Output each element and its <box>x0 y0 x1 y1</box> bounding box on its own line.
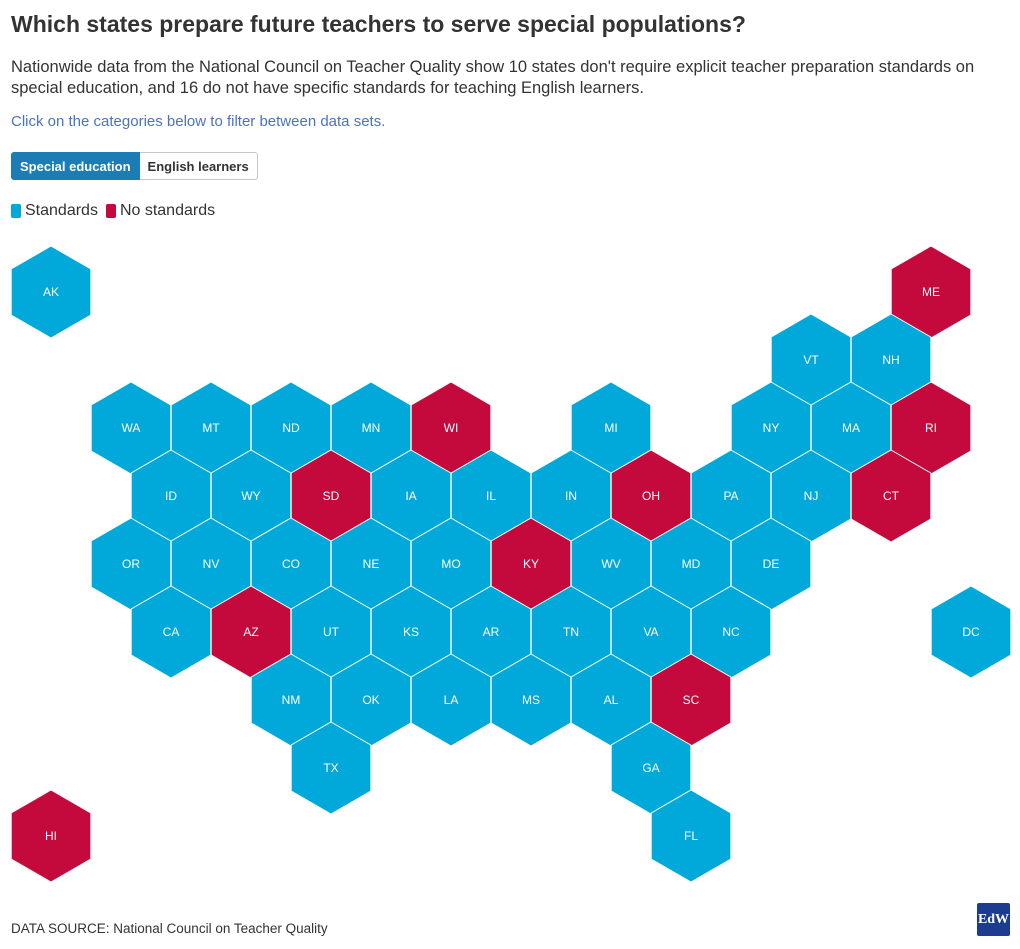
state-hex-shape-ak[interactable] <box>10 245 92 339</box>
subtitle: Nationwide data from the National Counci… <box>11 58 975 97</box>
state-label-nd: ND <box>282 421 300 435</box>
state-label-al: AL <box>604 693 619 707</box>
state-label-dc: DC <box>962 625 980 639</box>
data-source: DATA SOURCE: National Council on Teacher… <box>11 921 328 936</box>
state-label-nh: NH <box>882 353 899 367</box>
state-label-ri: RI <box>925 421 937 435</box>
state-hex-shape-tx[interactable] <box>290 721 372 815</box>
state-label-in: IN <box>565 489 577 503</box>
edweek-logo: EdW <box>977 903 1010 936</box>
state-label-va: VA <box>643 625 658 639</box>
state-label-ky: KY <box>523 557 539 571</box>
state-label-co: CO <box>282 557 300 571</box>
state-label-id: ID <box>165 489 177 503</box>
legend-swatch-no-standards <box>105 204 116 218</box>
tab-english-learners[interactable]: English learners <box>139 152 258 180</box>
state-label-wi: WI <box>444 421 459 435</box>
state-label-oh: OH <box>642 489 660 503</box>
legend-swatch-standards <box>11 204 21 218</box>
state-hex-ny[interactable]: NY <box>730 381 812 475</box>
state-label-sd: SD <box>323 489 340 503</box>
state-label-wa: WA <box>122 421 141 435</box>
state-label-ut: UT <box>323 625 340 639</box>
state-hex-me[interactable]: ME <box>890 245 972 339</box>
state-label-la: LA <box>444 693 459 707</box>
state-label-md: MD <box>682 557 701 571</box>
state-hex-nd[interactable]: ND <box>250 381 332 475</box>
state-hex-ma[interactable]: MA <box>810 381 892 475</box>
state-label-ca: CA <box>163 625 180 639</box>
state-label-ia: IA <box>405 489 416 503</box>
state-hex-fl[interactable]: FL <box>650 789 732 883</box>
state-label-ga: GA <box>642 761 659 775</box>
state-label-ak: AK <box>43 285 59 299</box>
state-hex-wi[interactable]: WI <box>410 381 492 475</box>
state-label-mo: MO <box>441 557 460 571</box>
state-label-nj: NJ <box>804 489 819 503</box>
state-label-fl: FL <box>684 829 698 843</box>
state-hex-id[interactable]: ID <box>130 449 212 543</box>
state-label-tx: TX <box>323 761 338 775</box>
state-hex-ct[interactable]: CT <box>850 449 932 543</box>
state-label-or: OR <box>122 557 140 571</box>
state-hex-ri[interactable]: RI <box>890 381 972 475</box>
state-label-ks: KS <box>403 625 419 639</box>
state-label-wv: WV <box>601 557 620 571</box>
state-label-ct: CT <box>883 489 900 503</box>
legend-label-standards: Standards <box>25 202 98 219</box>
state-label-hi: HI <box>45 829 57 843</box>
state-label-vt: VT <box>803 353 819 367</box>
state-hex-tx[interactable]: TX <box>290 721 372 815</box>
state-hex-hi[interactable]: HI <box>10 789 92 883</box>
state-label-ny: NY <box>763 421 780 435</box>
state-hex-shape-fl[interactable] <box>650 789 732 883</box>
state-label-ok: OK <box>362 693 379 707</box>
state-label-az: AZ <box>243 625 258 639</box>
state-label-ma: MA <box>842 421 860 435</box>
state-hex-dc[interactable]: DC <box>930 585 1012 679</box>
legend: Standards No standards <box>11 202 223 220</box>
state-label-nc: NC <box>722 625 740 639</box>
state-label-ar: AR <box>483 625 500 639</box>
tab-special-education[interactable]: Special education <box>11 152 140 180</box>
state-label-ms: MS <box>522 693 540 707</box>
page-title: Which states prepare future teachers to … <box>11 11 746 37</box>
filter-hint: Click on the categories below to filter … <box>11 113 386 130</box>
state-hex-shape-ct[interactable] <box>850 449 932 543</box>
state-label-de: DE <box>763 557 780 571</box>
state-hex-ak[interactable]: AK <box>10 245 92 339</box>
state-label-wy: WY <box>241 489 260 503</box>
legend-item-standards[interactable]: Standards <box>11 202 98 220</box>
state-label-tn: TN <box>563 625 579 639</box>
legend-item-no-standards[interactable]: No standards <box>105 202 216 220</box>
state-label-ne: NE <box>363 557 380 571</box>
state-label-nv: NV <box>203 557 220 571</box>
state-label-mt: MT <box>202 421 220 435</box>
legend-label-no-standards: No standards <box>119 202 216 219</box>
state-label-pa: PA <box>723 489 738 503</box>
state-label-mi: MI <box>604 421 617 435</box>
state-hex-shape-dc[interactable] <box>930 585 1012 679</box>
state-hex-shape-hi[interactable] <box>10 789 92 883</box>
state-label-me: ME <box>922 285 940 299</box>
state-label-il: IL <box>486 489 496 503</box>
state-label-sc: SC <box>683 693 700 707</box>
state-label-nm: NM <box>282 693 301 707</box>
state-label-mn: MN <box>362 421 381 435</box>
dataset-tabs: Special education English learners <box>11 152 258 180</box>
